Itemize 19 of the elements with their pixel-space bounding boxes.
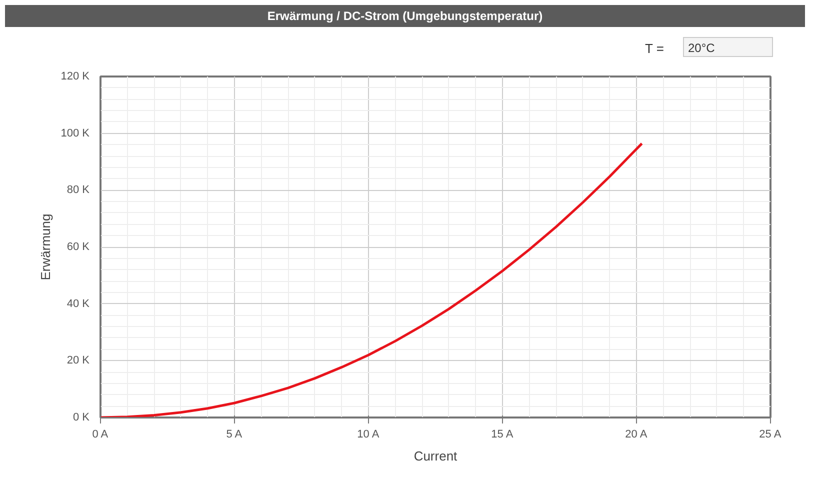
x-tick-label: 5 A xyxy=(226,428,243,440)
y-tick-label: 100 K xyxy=(60,127,90,140)
x-tick-label: 10 A xyxy=(357,428,380,440)
x-axis-title: Current xyxy=(414,448,458,464)
x-tick-label: 25 A xyxy=(759,428,782,440)
y-tick-label: 80 K xyxy=(66,184,90,196)
line-series xyxy=(100,142,644,418)
y-tick-label: 120 K xyxy=(60,70,90,82)
y-tick-label: 40 K xyxy=(66,298,90,310)
y-axis-title: Erwärmung xyxy=(38,214,53,280)
y-tick-label: 60 K xyxy=(66,241,90,253)
text: 20°C xyxy=(688,40,715,57)
chart-title: Erwärmung / DC-Strom (Umgebungstemperatur) xyxy=(267,8,543,25)
text: T = xyxy=(645,40,664,58)
x-tick-label: 15 A xyxy=(491,428,514,440)
x-tick-label: 0 A xyxy=(92,428,109,440)
y-tick-label: 20 K xyxy=(66,354,90,367)
y-tick-label: 0 K xyxy=(72,412,90,424)
x-tick-label: 20 A xyxy=(625,428,648,440)
